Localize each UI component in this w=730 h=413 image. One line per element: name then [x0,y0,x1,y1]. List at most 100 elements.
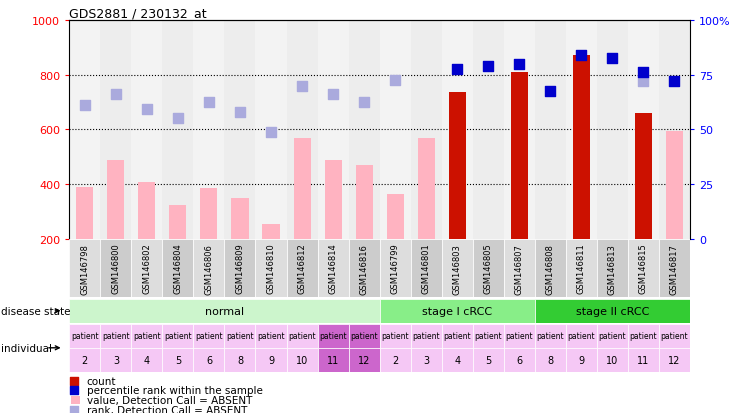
FancyBboxPatch shape [473,324,504,348]
FancyBboxPatch shape [410,324,442,348]
Bar [318,21,348,240]
Text: 8: 8 [237,355,243,365]
Bar [442,21,473,240]
FancyBboxPatch shape [504,324,534,348]
FancyBboxPatch shape [318,240,349,297]
Text: 3: 3 [113,355,119,365]
Bar [193,21,225,240]
Text: 2: 2 [392,355,399,365]
Text: GSM146798: GSM146798 [80,243,89,294]
Text: 5: 5 [174,355,181,365]
Point [172,116,184,122]
Text: patient: patient [195,332,223,341]
FancyBboxPatch shape [566,240,596,297]
FancyBboxPatch shape [162,348,193,372]
FancyBboxPatch shape [504,348,534,372]
Text: GSM146810: GSM146810 [266,243,275,294]
FancyBboxPatch shape [442,348,473,372]
Text: stage II cRCC: stage II cRCC [575,306,649,316]
Bar [666,131,683,240]
Point [296,83,308,90]
FancyBboxPatch shape [380,348,410,372]
Text: individual: individual [1,343,53,353]
FancyBboxPatch shape [473,348,504,372]
Bar [511,73,528,240]
Point [637,69,649,76]
Point [575,53,587,59]
Bar [169,205,186,240]
Text: 8: 8 [548,355,553,365]
FancyBboxPatch shape [286,240,318,297]
Text: 9: 9 [268,355,274,365]
Text: value, Detection Call = ABSENT: value, Detection Call = ABSENT [87,395,252,405]
FancyBboxPatch shape [534,324,566,348]
Bar [131,21,162,240]
FancyBboxPatch shape [596,240,628,297]
Text: patient: patient [661,332,688,341]
FancyBboxPatch shape [224,240,255,297]
FancyBboxPatch shape [69,240,101,297]
Text: GSM146803: GSM146803 [453,243,461,294]
Bar [628,21,658,240]
FancyBboxPatch shape [318,324,349,348]
FancyBboxPatch shape [473,240,504,297]
Text: patient: patient [567,332,595,341]
Bar [380,21,410,240]
Point [513,61,525,68]
Text: GSM146801: GSM146801 [422,243,431,294]
FancyBboxPatch shape [101,324,131,348]
Text: patient: patient [505,332,533,341]
Text: patient: patient [288,332,316,341]
Point [358,100,370,106]
Bar [635,114,652,240]
Bar [635,114,652,240]
Bar [224,21,255,240]
FancyBboxPatch shape [255,324,286,348]
Text: GSM146811: GSM146811 [577,243,585,294]
FancyBboxPatch shape [380,324,410,348]
FancyBboxPatch shape [380,299,534,323]
FancyBboxPatch shape [193,240,224,297]
Text: patient: patient [443,332,471,341]
FancyBboxPatch shape [380,240,410,297]
Bar [162,21,193,240]
Bar [201,189,218,240]
FancyBboxPatch shape [255,348,286,372]
FancyBboxPatch shape [658,324,690,348]
Bar [139,182,155,240]
Text: patient: patient [350,332,378,341]
FancyBboxPatch shape [131,240,162,297]
Text: patient: patient [102,332,130,341]
Text: 12: 12 [358,355,370,365]
Bar [255,21,286,240]
FancyBboxPatch shape [596,324,628,348]
FancyBboxPatch shape [131,324,162,348]
Text: GSM146817: GSM146817 [670,243,679,294]
Point [545,88,556,95]
Text: patient: patient [164,332,192,341]
FancyBboxPatch shape [534,299,690,323]
Bar [566,21,596,240]
Point [68,387,80,394]
Bar [387,195,404,240]
Bar [349,21,380,240]
FancyBboxPatch shape [193,348,224,372]
Point [68,406,80,413]
Point [265,130,277,136]
FancyBboxPatch shape [534,348,566,372]
Text: GSM146809: GSM146809 [236,243,245,294]
FancyBboxPatch shape [162,324,193,348]
Point [68,377,80,384]
Text: stage I cRCC: stage I cRCC [422,306,492,316]
Point [79,102,91,109]
FancyBboxPatch shape [410,348,442,372]
Bar [325,160,342,240]
Text: disease state: disease state [1,306,71,316]
Point [389,78,401,84]
Bar [473,21,504,240]
Point [637,79,649,85]
FancyBboxPatch shape [224,324,255,348]
Bar [101,21,131,240]
Text: patient: patient [71,332,99,341]
Text: GSM146800: GSM146800 [112,243,120,294]
